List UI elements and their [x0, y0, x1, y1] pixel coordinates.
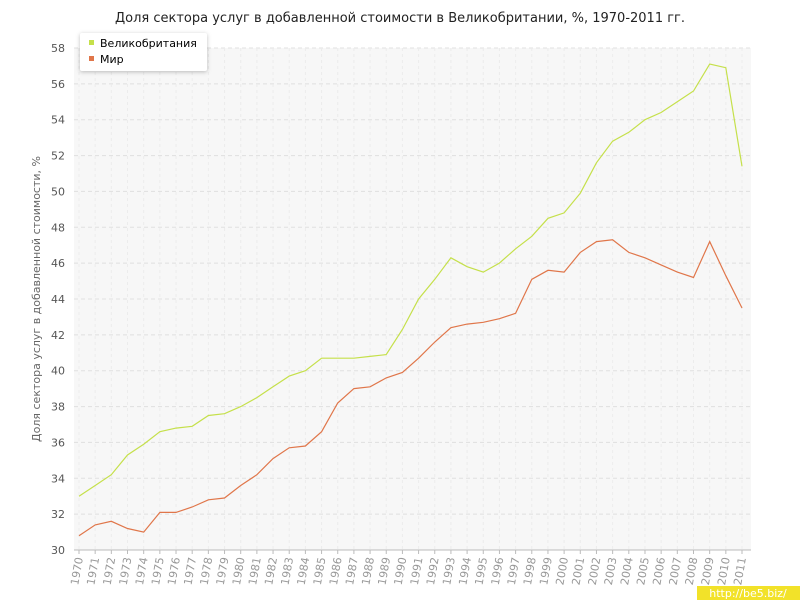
y-tick-label: 54	[51, 114, 65, 127]
x-tick-label: 1971	[84, 556, 102, 586]
chart-title: Доля сектора услуг в добавленной стоимос…	[115, 11, 685, 26]
x-tick-label: 1985	[311, 556, 329, 586]
x-tick-label: 2008	[683, 556, 701, 586]
legend-swatch-uk	[89, 40, 94, 45]
y-tick-label: 52	[51, 150, 65, 163]
x-tick-label: 1983	[279, 556, 297, 586]
x-tick-label: 2005	[634, 556, 652, 586]
x-tick-label: 1970	[68, 556, 86, 586]
x-tick-label: 2000	[553, 556, 571, 586]
x-axis-ticks: 1970197119721973197419751976197719781979…	[68, 550, 749, 586]
x-tick-label: 1994	[456, 556, 474, 586]
x-tick-label: 2001	[570, 556, 588, 586]
y-tick-label: 46	[51, 257, 65, 270]
y-tick-label: 48	[51, 221, 65, 234]
x-tick-label: 1993	[440, 556, 458, 586]
x-tick-label: 1978	[198, 556, 216, 586]
x-tick-label: 1977	[181, 556, 199, 586]
legend: Великобритания Мир	[80, 33, 207, 71]
y-tick-label: 36	[51, 436, 65, 449]
y-tick-label: 34	[51, 472, 65, 485]
x-tick-label: 2002	[586, 556, 604, 586]
x-tick-label: 1999	[537, 556, 555, 586]
legend-swatch-world	[89, 56, 94, 61]
y-tick-label: 38	[51, 401, 65, 414]
grid	[74, 47, 751, 550]
x-tick-label: 2010	[715, 556, 733, 586]
legend-label-world: Мир	[100, 53, 124, 66]
x-tick-label: 2009	[699, 556, 717, 586]
x-tick-label: 1976	[165, 556, 183, 586]
y-tick-label: 32	[51, 508, 65, 521]
y-axis-label: Доля сектора услуг в добавленной стоимос…	[30, 156, 43, 442]
y-tick-label: 30	[51, 544, 65, 557]
y-tick-label: 42	[51, 329, 65, 342]
x-tick-label: 2011	[731, 556, 749, 586]
x-tick-label: 1975	[149, 556, 167, 586]
x-tick-label: 1972	[101, 556, 119, 586]
y-tick-label: 56	[51, 78, 65, 91]
x-tick-label: 1990	[392, 556, 410, 586]
x-tick-label: 2007	[667, 556, 685, 586]
x-tick-label: 1991	[408, 556, 426, 586]
x-tick-label: 1981	[246, 556, 264, 586]
y-tick-label: 58	[51, 42, 65, 55]
x-tick-label: 1974	[133, 556, 151, 586]
watermark-text[interactable]: http://be5.biz/	[709, 587, 787, 600]
series-line-world	[78, 239, 743, 537]
series-line-uk	[78, 63, 743, 497]
x-tick-label: 1984	[295, 556, 313, 586]
x-tick-label: 2003	[602, 556, 620, 586]
watermark[interactable]: http://be5.biz/	[697, 586, 800, 600]
legend-label-uk: Великобритания	[100, 37, 197, 50]
watermark-bg	[697, 586, 800, 600]
x-tick-label: 2004	[618, 556, 636, 586]
x-tick-label: 1973	[117, 556, 135, 586]
y-tick-label: 44	[51, 293, 65, 306]
y-tick-label: 50	[51, 185, 65, 198]
x-tick-label: 1992	[424, 556, 442, 586]
x-tick-label: 2006	[650, 556, 668, 586]
x-tick-label: 1995	[473, 556, 491, 586]
x-tick-label: 1998	[521, 556, 539, 586]
x-tick-label: 1988	[359, 556, 377, 586]
x-tick-label: 1989	[376, 556, 394, 586]
x-tick-label: 1996	[489, 556, 507, 586]
y-axis-ticks: 30 32 34 36 38 40 42 44 46 48 50 52 54 56 58	[51, 42, 65, 557]
x-tick-label: 1997	[505, 556, 523, 586]
x-tick-label: 1982	[262, 556, 280, 586]
legend-box	[80, 33, 207, 71]
x-tick-label: 1979	[214, 556, 232, 586]
series-lines	[78, 63, 743, 537]
x-tick-label: 1987	[343, 556, 361, 586]
x-tick-label: 1986	[327, 556, 345, 586]
x-tick-label: 1980	[230, 556, 248, 586]
y-tick-label: 40	[51, 365, 65, 378]
